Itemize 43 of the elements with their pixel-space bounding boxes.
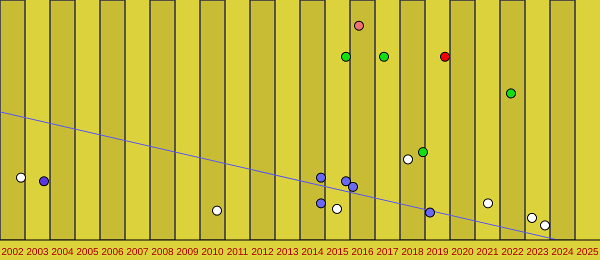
point — [482, 198, 494, 208]
point — [418, 147, 428, 158]
point — [402, 154, 414, 164]
point — [316, 198, 326, 208]
point — [38, 176, 50, 186]
point — [332, 204, 342, 214]
point — [212, 206, 222, 216]
x-tick-label: 2021 — [476, 247, 500, 258]
point — [348, 182, 358, 192]
x-tick-label: 2015 — [326, 247, 350, 258]
x-tick-label: 2020 — [451, 247, 474, 258]
x-tick-label: 2008 — [151, 247, 174, 258]
x-tick-label: 2005 — [76, 247, 100, 258]
point — [378, 52, 390, 62]
point — [506, 88, 516, 98]
point — [526, 212, 538, 223]
point — [16, 172, 26, 183]
x-tick-label: 2022 — [501, 247, 524, 258]
x-tick-label: 2009 — [176, 247, 200, 258]
x-tick-label: 2006 — [101, 247, 124, 258]
x-tick-label: 2010 — [201, 247, 224, 258]
x-tick-label: 2014 — [301, 247, 324, 258]
x-tick-label: 2003 — [26, 247, 50, 258]
x-tick-label: 2023 — [526, 247, 550, 258]
x-tick-label: 2012 — [251, 247, 274, 258]
point — [354, 20, 364, 31]
x-tick-label: 2017 — [376, 247, 400, 258]
x-tick-label: 2011 — [226, 247, 249, 258]
point — [540, 220, 550, 230]
point — [424, 208, 436, 218]
x-tick-label: 2016 — [351, 247, 374, 258]
x-tick-label: 2004 — [51, 247, 74, 258]
x-tick-label: 2025 — [576, 247, 600, 258]
x-tick-label: 2002 — [1, 247, 24, 258]
point — [340, 52, 352, 62]
point — [316, 172, 326, 183]
x-tick-label: 2019 — [426, 247, 450, 258]
x-tick-label: 2018 — [401, 247, 424, 258]
x-tick-label: 2007 — [126, 247, 150, 258]
point — [340, 176, 352, 186]
x-tick-label: 2024 — [551, 247, 574, 258]
x-tick-label: 2013 — [276, 247, 300, 258]
point — [440, 52, 450, 62]
